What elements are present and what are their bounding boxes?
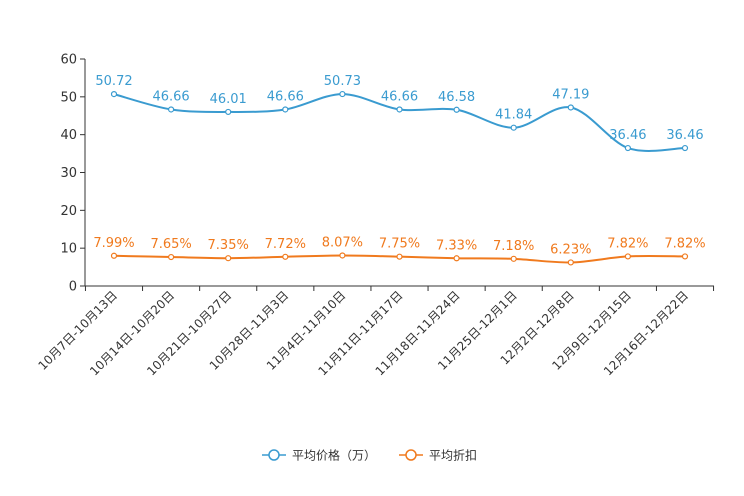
data-point[interactable] [282,253,289,260]
legend-label[interactable]: 平均折扣 [429,448,477,463]
legend-marker[interactable] [268,449,280,461]
data-label: 8.07% [322,235,363,250]
data-point[interactable] [681,253,689,260]
data-label: 46.66 [267,89,304,104]
data-label: 7.82% [664,236,705,251]
data-label: 46.66 [381,89,418,104]
data-label: 50.72 [95,74,132,89]
data-label: 46.58 [438,90,475,105]
data-point[interactable] [567,259,574,266]
data-label: 7.72% [265,237,306,252]
data-label: 7.35% [208,238,249,253]
data-point[interactable] [282,106,289,113]
data-point[interactable] [624,253,632,260]
data-point[interactable] [339,252,346,259]
legend-label[interactable]: 平均价格（万） [292,448,376,463]
data-point[interactable] [168,106,175,113]
data-label: 46.66 [152,89,189,104]
data-label: 50.73 [324,74,361,89]
data-label: 7.33% [436,238,477,253]
data-point[interactable] [110,91,118,98]
y-tick-label: 30 [60,166,77,181]
data-point[interactable] [225,108,232,116]
y-tick-label: 20 [60,204,77,219]
data-point[interactable] [567,104,574,111]
data-point[interactable] [624,144,632,152]
y-tick-label: 60 [60,53,77,68]
data-point[interactable] [396,253,403,260]
data-label: 46.01 [210,92,247,107]
data-point[interactable] [681,144,689,152]
data-label: 36.46 [609,128,646,143]
data-point[interactable] [510,124,517,131]
data-label: 7.18% [493,239,534,254]
legend-marker[interactable] [405,449,417,461]
data-label: 7.99% [93,236,134,251]
data-point[interactable] [453,255,460,262]
data-point[interactable] [225,255,232,262]
data-label: 47.19 [552,87,589,102]
data-label: 7.75% [379,237,420,252]
y-tick-label: 10 [60,242,77,257]
y-tick-label: 50 [60,90,77,105]
data-label: 36.46 [666,128,703,143]
data-point[interactable] [510,255,517,262]
data-point[interactable] [110,252,118,259]
data-label: 6.23% [550,242,591,257]
data-point[interactable] [339,90,346,98]
y-tick-label: 40 [60,128,77,143]
data-label: 41.84 [495,108,532,123]
data-point[interactable] [168,253,175,261]
data-label: 7.65% [150,237,191,252]
data-label: 7.82% [607,236,648,251]
data-point[interactable] [453,106,460,113]
data-point[interactable] [396,106,403,113]
y-tick-label: 0 [69,280,77,295]
